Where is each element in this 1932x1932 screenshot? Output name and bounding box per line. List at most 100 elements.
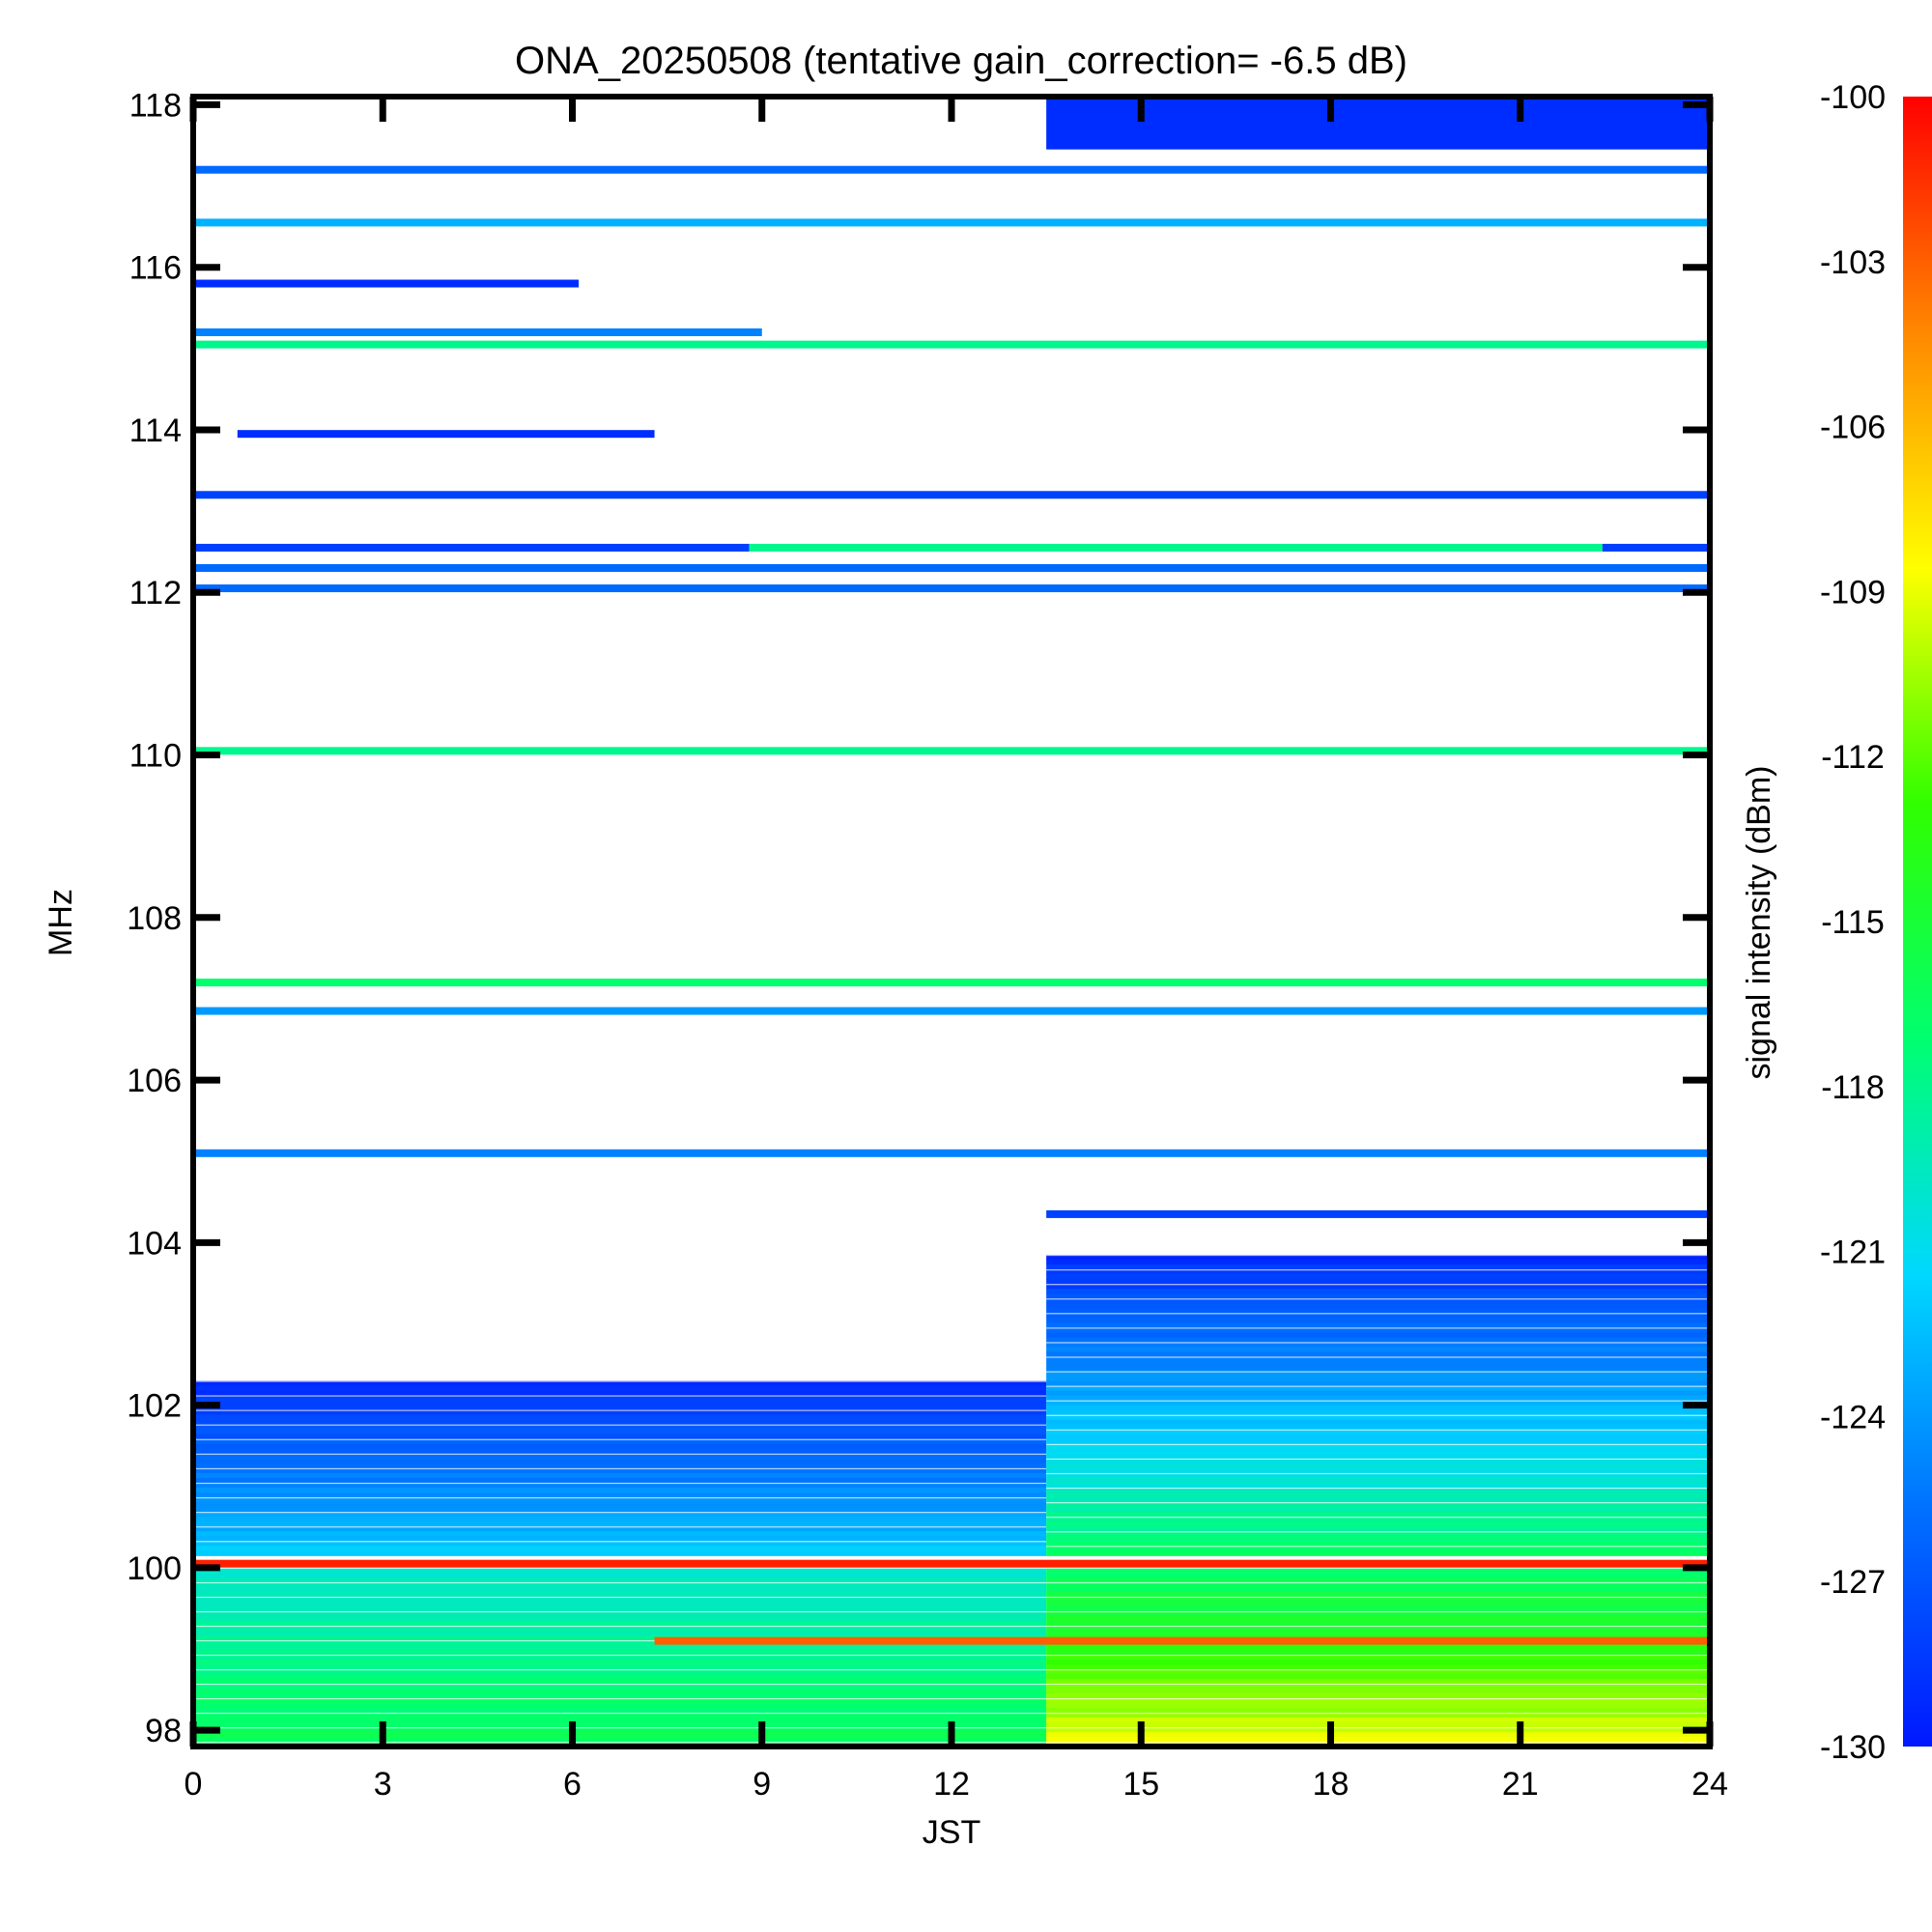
heatmap-block-2-gap — [1046, 1356, 1710, 1358]
signal-band-17 — [193, 1559, 1710, 1568]
heatmap-block-1-row — [193, 1448, 1047, 1455]
heatmap-block-1-row — [193, 1526, 1047, 1532]
x-tick-label: 15 — [1122, 1766, 1159, 1803]
heatmap-block-4-row — [1046, 1620, 1710, 1627]
heatmap-block-2-gap — [1046, 1443, 1710, 1445]
heatmap-block-4-gap — [1046, 1741, 1710, 1744]
heatmap-block-3-row — [193, 1591, 1047, 1598]
heatmap-block-4-row — [1046, 1577, 1710, 1583]
heatmap-block-3-row — [193, 1630, 1047, 1636]
heatmap-block-3-row — [193, 1678, 1047, 1685]
heatmap-block-2-row — [1046, 1453, 1710, 1460]
heatmap-block-3-row — [193, 1572, 1047, 1578]
heatmap-block-3-gap — [193, 1567, 1047, 1570]
signal-band-4 — [193, 279, 580, 288]
heatmap-block-2-row — [1046, 1497, 1710, 1503]
heatmap-block-2-row — [1046, 1507, 1710, 1513]
heatmap-block-1-gap — [193, 1438, 1047, 1440]
heatmap-block-1-gap — [193, 1541, 1047, 1543]
signal-band-8 — [749, 543, 1603, 552]
heatmap-block-1-row — [193, 1405, 1047, 1411]
heatmap-block-2-row — [1046, 1482, 1710, 1489]
heatmap-block-3-row — [193, 1620, 1047, 1627]
y-tick-label: 116 — [129, 250, 182, 287]
heatmap-block-3-row — [193, 1639, 1047, 1646]
colorbar-tick-label: -115 — [1821, 904, 1885, 941]
heatmap-block-4-row — [1046, 1605, 1710, 1612]
heatmap-block-4-row — [1046, 1697, 1710, 1704]
heatmap-block-4-gap — [1046, 1596, 1710, 1599]
heatmap-block-2-row — [1046, 1546, 1710, 1551]
signal-band-14 — [193, 1007, 1710, 1015]
heatmap-block-3-gap — [193, 1683, 1047, 1686]
heatmap-block-1-row — [193, 1517, 1047, 1522]
heatmap-block-4-row — [1046, 1572, 1710, 1578]
heatmap-block-2-row — [1046, 1517, 1710, 1522]
colorbar-tick-label: -118 — [1821, 1069, 1885, 1106]
heatmap-block-1-row — [193, 1550, 1047, 1556]
heatmap-block-4-row — [1046, 1731, 1710, 1738]
heatmap-block-4-row — [1046, 1586, 1710, 1593]
heatmap-block-2-gap — [1046, 1313, 1710, 1315]
plot-frame — [190, 94, 1713, 1749]
heatmap-block-3-row — [193, 1692, 1047, 1699]
heatmap-block-2-row — [1046, 1512, 1710, 1518]
heatmap-block-3-row — [193, 1654, 1047, 1661]
heatmap-block-3-row — [193, 1649, 1047, 1656]
y-tick-label: 108 — [127, 900, 182, 937]
heatmap-block-3-row — [193, 1688, 1047, 1694]
heatmap-block-2-gap — [1046, 1546, 1710, 1548]
heatmap-block-2-gap — [1046, 1298, 1710, 1300]
heatmap-block-2-row — [1046, 1269, 1710, 1275]
heatmap-block-3-row — [193, 1668, 1047, 1675]
heatmap-block-3-row — [193, 1577, 1047, 1583]
heatmap-block-3-row — [193, 1625, 1047, 1632]
heatmap-block-2-row — [1046, 1279, 1710, 1285]
heatmap-block-3-row — [193, 1601, 1047, 1607]
heatmap-block-2-row — [1046, 1521, 1710, 1527]
heatmap-block-1-row — [193, 1438, 1047, 1445]
colorbar-tick-label: -130 — [1820, 1729, 1886, 1766]
heatmap-block-2-row — [1046, 1322, 1710, 1328]
heatmap-block-1-row — [193, 1521, 1047, 1527]
heatmap-block-3-row — [193, 1707, 1047, 1714]
colorbar-bar — [1903, 97, 1932, 1747]
heatmap-block-3-row — [193, 1663, 1047, 1670]
heatmap-block-2-row — [1046, 1254, 1710, 1261]
heatmap-block-2-row — [1046, 1400, 1710, 1406]
heatmap-block-1-row — [193, 1492, 1047, 1498]
heatmap-block-1-gap — [193, 1512, 1047, 1514]
heatmap-block-2-row — [1046, 1458, 1710, 1464]
heatmap-block-3-gap — [193, 1668, 1047, 1671]
heatmap-block-3-row — [193, 1673, 1047, 1680]
heatmap-block-2-gap — [1046, 1531, 1710, 1533]
y-tick-label: 110 — [129, 738, 182, 775]
heatmap-block-2-row — [1046, 1541, 1710, 1547]
heatmap-block-3-gap — [193, 1581, 1047, 1584]
colorbar-tick-label: -121 — [1820, 1235, 1886, 1271]
heatmap-block-1-row — [193, 1487, 1047, 1493]
heatmap-block-2-row — [1046, 1313, 1710, 1319]
heatmap-block-1-row — [193, 1400, 1047, 1406]
heatmap-block-2-gap — [1046, 1327, 1710, 1329]
heatmap-block-2-gap — [1046, 1472, 1710, 1475]
heatmap-block-3-row — [193, 1712, 1047, 1719]
heatmap-block-4-row — [1046, 1596, 1710, 1603]
heatmap-block-2-row — [1046, 1371, 1710, 1378]
y-tick-label: 112 — [129, 575, 182, 611]
colorbar-tick-label: -100 — [1820, 79, 1886, 116]
y-axis-ticks: 98 100 102 104 106 108 110 112 114 116 118 — [127, 87, 1710, 1749]
heatmap-block-2-gap — [1046, 1458, 1710, 1461]
heatmap-layer — [193, 97, 1710, 1747]
heatmap-block-1-row — [193, 1424, 1047, 1431]
signal-band-13 — [193, 979, 1710, 987]
heatmap-block-4-row — [1046, 1692, 1710, 1699]
heatmap-block-1-gap — [193, 1453, 1047, 1455]
heatmap-block-1-row — [193, 1502, 1047, 1508]
heatmap-block-2-row — [1046, 1438, 1710, 1445]
heatmap-block-2-row — [1046, 1405, 1710, 1411]
heatmap-block-3-row — [193, 1726, 1047, 1733]
heatmap-block-1-row — [193, 1467, 1047, 1474]
heatmap-block-4-row — [1046, 1601, 1710, 1607]
heatmap-block-4-row — [1046, 1659, 1710, 1665]
